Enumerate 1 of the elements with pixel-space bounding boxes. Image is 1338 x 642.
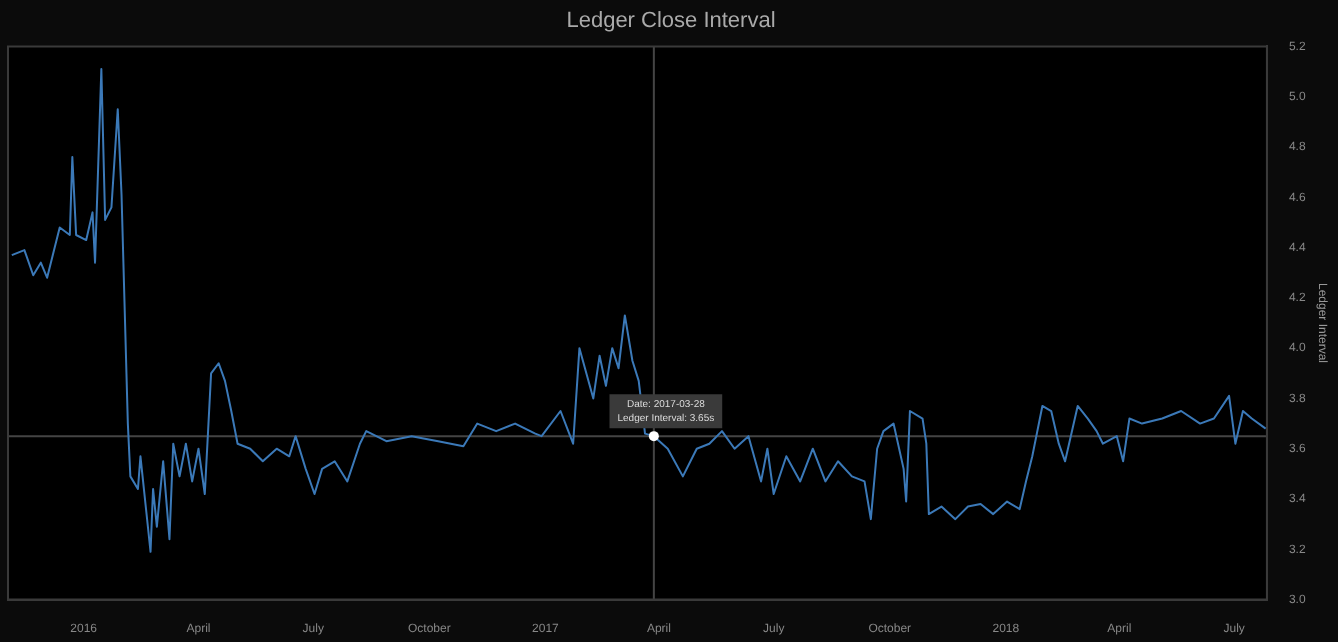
chart-title: Ledger Close Interval <box>566 9 776 34</box>
